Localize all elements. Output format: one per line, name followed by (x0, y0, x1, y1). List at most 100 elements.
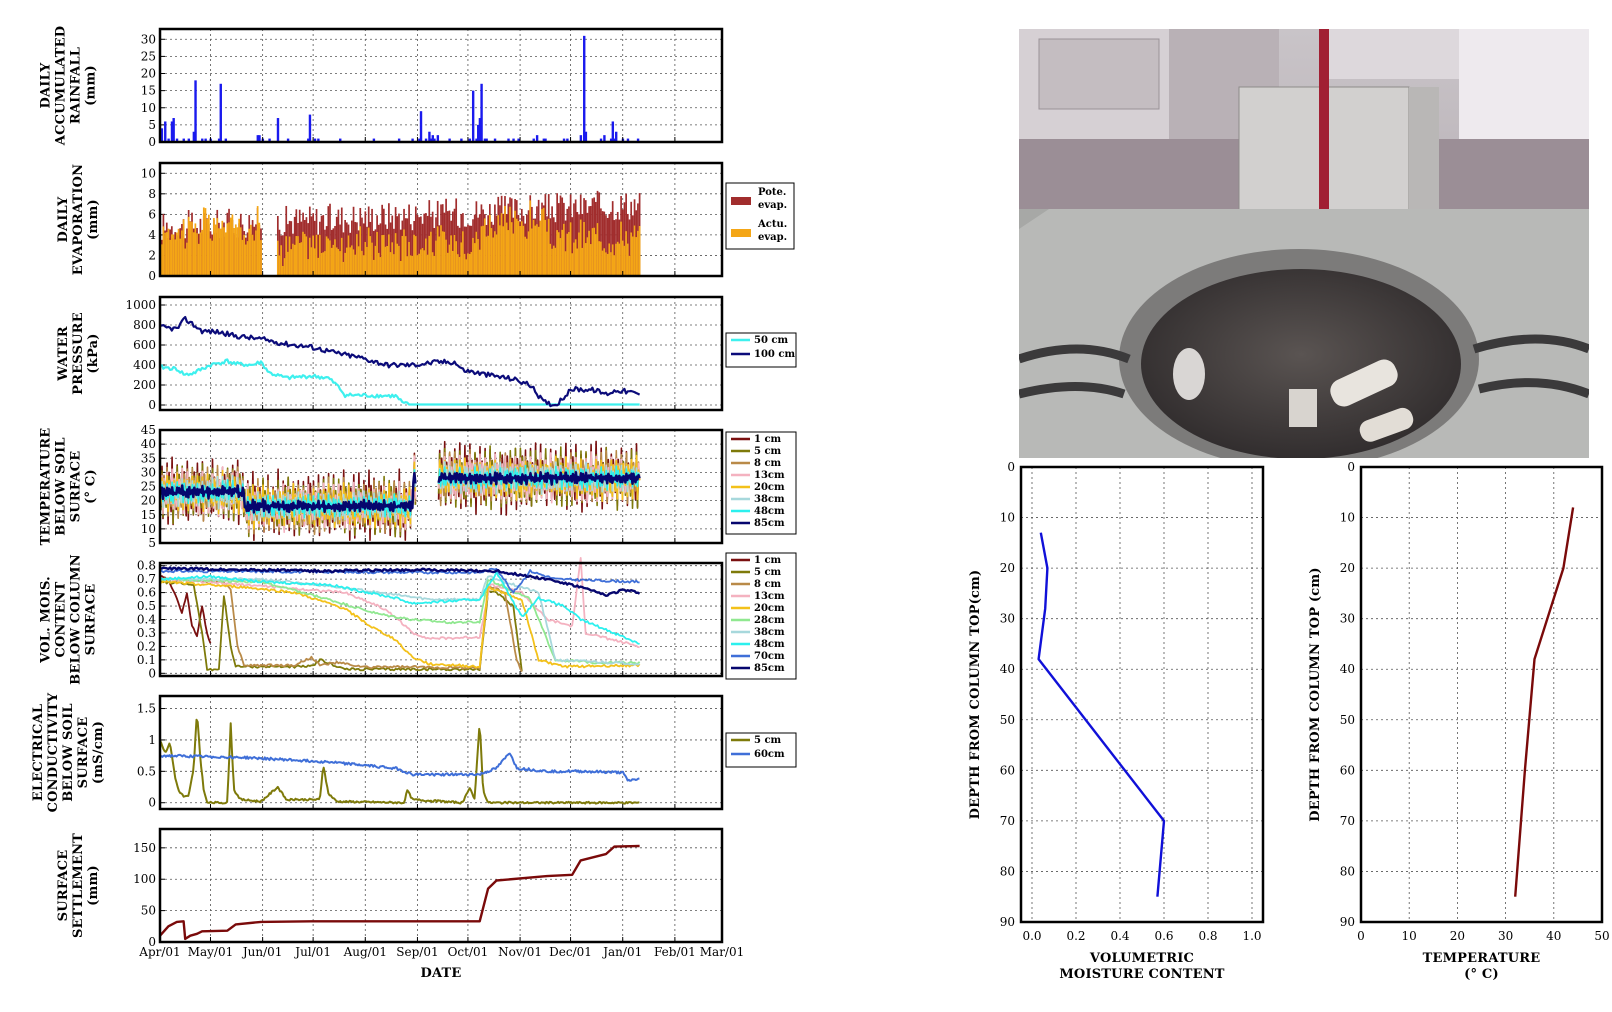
act-evap-bar (409, 255, 412, 276)
act-evap-bar (344, 252, 346, 276)
act-evap-bar (367, 227, 370, 276)
act-evap-bar (633, 225, 636, 276)
act-evap-bar (324, 251, 326, 276)
act-evap-bar (201, 229, 203, 276)
panel-frame (158, 561, 724, 678)
act-evap-bar (317, 257, 320, 276)
act-evap-bar (184, 248, 187, 276)
pot-evap-bar (406, 218, 409, 276)
act-evap-bar (295, 236, 298, 276)
pot-evap-bar (389, 222, 392, 276)
act-evap-bar (547, 218, 550, 276)
experiment-photo (1019, 29, 1589, 458)
act-evap-bar (517, 220, 520, 276)
act-evap-bar (526, 238, 528, 276)
legend-label: 85cm (754, 518, 785, 529)
y-axis-label: VOL. MOIS. (39, 576, 54, 664)
y-tick-label: 40 (1000, 662, 1015, 676)
pot-evap-bar (322, 215, 325, 276)
rain-bar (256, 135, 259, 142)
pot-evap-bar (320, 215, 323, 276)
act-evap-bar (376, 231, 378, 276)
act-evap-bar (391, 242, 394, 276)
y-tick-label: 5 (148, 536, 156, 550)
act-evap-bar (620, 221, 622, 276)
act-evap-bar (611, 244, 614, 276)
act-evap-bar (487, 235, 490, 276)
pot-evap-bar (573, 203, 575, 276)
panel-water_pressure: 0 200 400 600 800 1000 WATER PRESSURE (kPa) 50 cm… (56, 297, 797, 412)
y-tick-label: 20 (141, 67, 156, 81)
act-evap-bar (527, 231, 530, 276)
act-evap-bar (330, 247, 333, 276)
act-evap-bar (630, 232, 633, 276)
y-tick-label: 50 (1000, 713, 1015, 727)
act-evap-bar (576, 248, 579, 276)
y-tick-label: 0 (148, 666, 156, 680)
legend-label: 1 cm (754, 555, 782, 566)
pot-evap-bar (282, 235, 284, 276)
y-tick-label: 50 (141, 904, 156, 918)
y-tick-label: 400 (133, 358, 156, 372)
x-axis-label: (° C) (1464, 967, 1499, 982)
legend-label: 1 cm (754, 434, 782, 445)
act-evap-bar (282, 265, 284, 276)
act-evap-bar (342, 261, 345, 276)
act-evap-bar (245, 244, 247, 276)
panel-rainfall: 0 5 10 15 20 25 30 DAILY ACCUMULATED RAINFALL (mm) (39, 26, 723, 149)
legend-label: 38cm (754, 627, 785, 638)
y-axis-label: (mS/cm) (91, 721, 106, 784)
act-evap-bar (361, 250, 363, 276)
rain-bar (204, 138, 207, 142)
rain-bar (167, 138, 170, 142)
y-tick-label: 10 (141, 101, 156, 115)
y-axis-label: (mm) (86, 865, 101, 906)
act-evap-bar (468, 253, 471, 276)
y-axis-label: PRESSURE (71, 312, 86, 395)
panel-frame (158, 295, 724, 412)
act-evap-bar (398, 245, 400, 276)
rain-bar (286, 138, 290, 142)
act-evap-bar (598, 241, 601, 276)
y-tick-label: 2 (148, 248, 156, 262)
act-evap-bar (450, 235, 452, 276)
y-axis-label: DAILY (56, 196, 71, 243)
panel-frame (158, 827, 724, 944)
act-evap-bar (436, 226, 439, 276)
pot-evap-bar (457, 225, 459, 276)
act-evap-bar (426, 254, 429, 276)
act-evap-bar (477, 239, 479, 276)
y-tick-label: 35 (141, 451, 156, 465)
y-tick-label: 0.8 (137, 559, 156, 573)
rain-bar (429, 138, 433, 142)
act-evap-bar (194, 223, 197, 276)
act-evap-bar (186, 242, 188, 276)
y-axis-label: CONTENT (54, 581, 69, 657)
rain-bar (475, 138, 478, 142)
pot-evap-bar (283, 232, 286, 276)
act-evap-bar (635, 237, 638, 276)
act-evap-bar (258, 222, 261, 276)
act-evap-bar (564, 251, 567, 276)
legend-label: 28cm (754, 615, 785, 626)
y-axis-label: DEPTH FROM COLUMN TOP (cm) (1308, 567, 1323, 821)
act-evap-bar (246, 241, 249, 276)
temp-line (159, 471, 417, 514)
act-evap-bar (505, 222, 508, 276)
pot-evap-bar (451, 211, 454, 276)
y-tick-label: 0.4 (137, 613, 156, 627)
act-evap-bar (445, 239, 447, 276)
act-evap-bar (584, 243, 587, 276)
pot-evap-bar (448, 210, 451, 276)
pot-evap-bar (605, 215, 607, 276)
x-tick-label: 0.8 (1198, 929, 1217, 943)
rain-bar (224, 138, 228, 142)
act-evap-bar (534, 225, 537, 276)
pot-evap-bar (416, 214, 419, 276)
act-evap-bar (554, 247, 557, 276)
y-tick-label: 0 (148, 398, 156, 412)
act-evap-bar (379, 257, 382, 276)
act-evap-bar (305, 236, 308, 276)
legend-label: Actu. (757, 219, 787, 230)
act-evap-bar (300, 242, 303, 276)
